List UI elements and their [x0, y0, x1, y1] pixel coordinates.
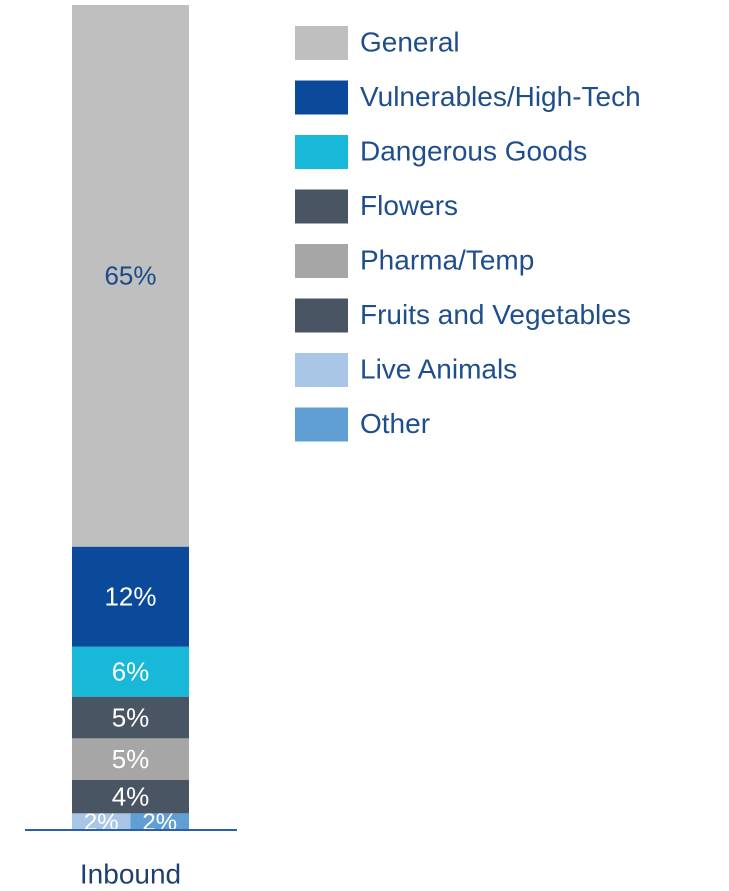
value-label: 4%	[112, 782, 150, 812]
bar-segment	[72, 696, 189, 739]
legend-label: Vulnerables/High-Tech	[360, 81, 641, 112]
legend-label: Dangerous Goods	[360, 135, 587, 166]
x-tick-label: Inbound	[80, 858, 181, 889]
value-label: 6%	[112, 657, 150, 687]
legend-swatch	[295, 26, 348, 60]
legend-label: General	[360, 26, 460, 57]
legend-swatch	[295, 135, 348, 169]
legend-swatch	[295, 353, 348, 387]
legend-swatch	[295, 244, 348, 278]
bar-segment	[72, 646, 189, 697]
bar-segment	[130, 813, 189, 830]
legend-swatch	[295, 407, 348, 442]
bar-segment	[72, 5, 189, 547]
bar-segment	[72, 813, 131, 830]
value-label: 5%	[112, 744, 150, 774]
legend-label: Other	[360, 408, 430, 439]
legend-label: Pharma/Temp	[360, 244, 534, 275]
legend-label: Live Animals	[360, 353, 517, 384]
legend-swatch	[295, 298, 348, 333]
bar-segment	[72, 738, 189, 780]
bar-segment	[72, 780, 189, 814]
legend-label: Flowers	[360, 190, 458, 221]
value-label: 2%	[84, 809, 119, 836]
legend-label: Fruits and Vegetables	[360, 299, 631, 330]
value-label: 65%	[104, 261, 156, 291]
legend-swatch	[295, 189, 348, 224]
legend-swatch	[295, 80, 348, 115]
value-label: 2%	[142, 809, 177, 836]
value-label: 12%	[104, 582, 156, 612]
bar-segment	[72, 546, 189, 647]
value-label: 5%	[112, 702, 150, 732]
